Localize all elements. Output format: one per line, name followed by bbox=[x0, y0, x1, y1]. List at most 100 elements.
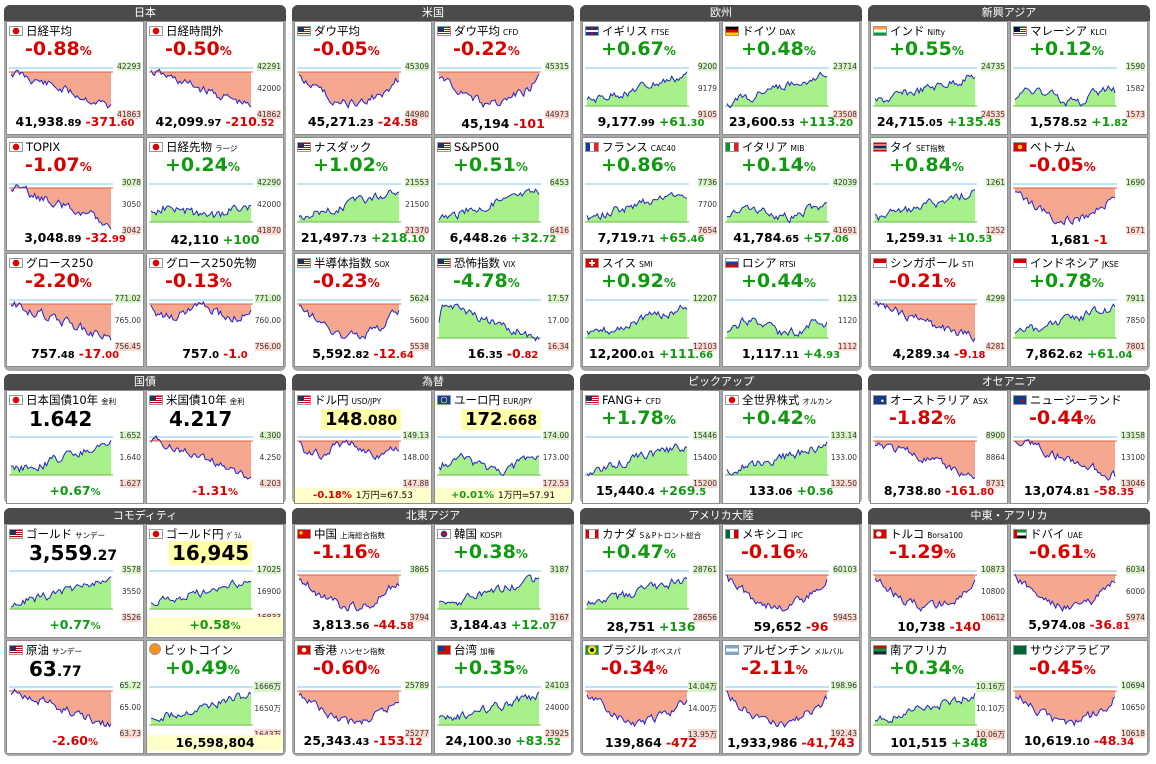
market-tile[interactable]: ダウ平均 CFD -0.22% 45315 44973 45,194 -101 bbox=[434, 21, 572, 135]
market-tile[interactable]: 原油 サンデー 63.77 65.72 65.00 63.73 -2.60% bbox=[6, 640, 144, 754]
market-tile[interactable]: 米国債10年 金利 4.217 4.300 4.250 4.203 -1.31% bbox=[146, 390, 284, 504]
instrument-label: S&P500 bbox=[454, 140, 500, 154]
instrument-name: フランス CAC40 bbox=[585, 140, 717, 154]
price-change: +57.06 bbox=[803, 230, 849, 245]
price-value: 45,271 bbox=[307, 114, 357, 129]
change-decimal: .58 bbox=[400, 118, 419, 129]
market-tile[interactable]: サウジアラビア -0.45% 10694 10650 10618 10,619.10 -48… bbox=[1010, 640, 1148, 754]
market-tile[interactable]: トルコ Borsa100 -1.29% 10873 10800 10612 10,738 -1… bbox=[870, 524, 1008, 638]
price-chart bbox=[297, 570, 401, 612]
instrument-name: 台湾 加権 bbox=[437, 643, 569, 657]
change-percent: +0.44% bbox=[741, 270, 816, 294]
percent-sign: % bbox=[663, 276, 676, 290]
market-tile[interactable]: インド Nifty +0.55% 24735 24535 24,715.05 +135.45 bbox=[870, 21, 1008, 135]
flag-icon bbox=[297, 529, 311, 539]
price-row: 1,259.31 +10.53 bbox=[871, 230, 1007, 248]
market-tile[interactable]: 南アフリカ +0.34% 10.16万 10.10万 10.06万 101,515 +348 bbox=[870, 640, 1008, 754]
market-tile[interactable]: フランス CAC40 +0.86% 7736 7700 7654 7,719.71 +65.4… bbox=[582, 137, 720, 251]
market-tile[interactable]: 中国 上海総合指数 -1.16% 3865 3794 3,813.56 -44.58 bbox=[294, 524, 432, 638]
market-tile[interactable]: ドル円 USD/JPY 148.080 149.13 148.00 147.88 -0.18… bbox=[294, 390, 432, 504]
instrument-name: 中国 上海総合指数 bbox=[297, 527, 429, 541]
instrument-label: マレーシア bbox=[1030, 24, 1088, 38]
market-tile[interactable]: ビットコイン+0.49% 1666万 1650万 1643万16,598,804 bbox=[146, 640, 284, 754]
price-chart bbox=[297, 436, 401, 461]
price-value: 15,440 bbox=[595, 483, 645, 498]
flag-icon bbox=[585, 258, 599, 268]
instrument-name: ベトナム bbox=[1013, 140, 1145, 154]
price-row: 16,598,804 bbox=[147, 735, 283, 751]
market-tile[interactable]: スイス SMI +0.92% 12207 12103 12,200.01 +111.66 bbox=[582, 253, 720, 367]
change-decimal: .00 bbox=[101, 350, 120, 361]
axis-tick-hi: 3078 bbox=[121, 178, 141, 187]
market-tile[interactable]: 日経時間外 -0.50% 42291 42000 41862 42,099.97 -210.… bbox=[146, 21, 284, 135]
market-tile[interactable]: インドネシア JKSE +0.78% 7911 7850 7801 7,862.62 +61.… bbox=[1010, 253, 1148, 367]
market-tile[interactable]: 恐怖指数 VIX -4.78% 17.57 17.00 16.34 16.35 -0.82 bbox=[434, 253, 572, 367]
market-tile[interactable]: オーストラリア ASX -1.82% 8900 8864 8731 8,738.80 -161… bbox=[870, 390, 1008, 504]
market-tile[interactable]: ゴールド サンデー 3,559.27 3578 3550 3526 +0.77% bbox=[6, 524, 144, 638]
price-chart bbox=[585, 436, 689, 477]
percent-value: +0.78 bbox=[1029, 270, 1092, 292]
market-tile[interactable]: シンガポール STI -0.21% 4299 4281 4,289.34 -9.18 bbox=[870, 253, 1008, 367]
market-tile[interactable]: ニュージーランド -0.44% 13158 13100 13046 13,074.81 -5… bbox=[1010, 390, 1148, 504]
market-tile[interactable]: 韓国 KOSPI +0.38% 3187 3167 3,184.43 +12.07 bbox=[434, 524, 572, 638]
market-tile[interactable]: イギリス FTSE +0.67% 9200 9179 9105 9,177.99 +61.30 bbox=[582, 21, 720, 135]
axis-tick-lo: 7654 bbox=[697, 226, 717, 235]
percent-sign: % bbox=[375, 160, 388, 174]
market-tile[interactable]: 日経先物 ラージ +0.24% 42290 42000 41870 42,110 +100 bbox=[146, 137, 284, 251]
market-tile[interactable]: 香港 ハンセン指数 -0.60% 25789 25277 25,343.43 -153.12 bbox=[294, 640, 432, 754]
market-tile[interactable]: アルゼンチン メルバル -2.11% 198.96 192.43 1,933,986 -41… bbox=[722, 640, 860, 754]
change-value: +269 bbox=[658, 483, 696, 498]
axis-tick-mid: 6000 bbox=[1125, 587, 1145, 596]
market-tile[interactable]: ベトナム -0.05% 1690 1671 1,681 -1 bbox=[1010, 137, 1148, 251]
percent-sign: % bbox=[803, 276, 816, 290]
axis-tick-lo: 8731 bbox=[985, 479, 1005, 488]
chart-area bbox=[439, 691, 539, 725]
instrument-name: トルコ Borsa100 bbox=[873, 527, 1005, 541]
market-tile[interactable]: ナスダック +1.02% 21553 21500 21370 21,497.73 +218.… bbox=[294, 137, 432, 251]
percent-value: -0.60 bbox=[313, 657, 368, 679]
instrument-label: 日経平均 bbox=[26, 24, 72, 38]
price-decimal: .81 bbox=[1072, 487, 1090, 498]
percent-sign: % bbox=[803, 160, 816, 174]
market-tile[interactable]: S&P500 +0.51% 6453 6416 6,448.26 +32.72 bbox=[434, 137, 572, 251]
change-value: +218 bbox=[370, 230, 408, 245]
market-tile[interactable]: ユーロ円 EUR/JPY 172.668 174.00 173.00 172.53 +0.0… bbox=[434, 390, 572, 504]
market-tile[interactable]: ダウ平均 -0.05% 45309 44980 45,271.23 -24.58 bbox=[294, 21, 432, 135]
change-value: -0 bbox=[506, 346, 521, 361]
market-tile[interactable]: イタリア MIB +0.14% 42039 41691 41,784.65 +57.06 bbox=[722, 137, 860, 251]
instrument-name: 日経時間外 bbox=[149, 24, 281, 38]
market-tile[interactable]: タイ SET指数 +0.84% 1261 1252 1,259.31 +10.53 bbox=[870, 137, 1008, 251]
change-percent: -0.44% bbox=[1029, 407, 1096, 431]
price-line bbox=[150, 691, 252, 723]
market-tile[interactable]: カナダ S＆Pトロント総合 +0.47% 28761 28656 28,751 +136 bbox=[582, 524, 720, 638]
price-chart bbox=[873, 436, 977, 480]
market-tile[interactable]: マレーシア KLCI +0.12% 1590 1582 1573 1,578.52 +1.82 bbox=[1010, 21, 1148, 135]
price-row: 5,974.08 -36.81 bbox=[1011, 617, 1147, 635]
market-tile[interactable]: ブラジル ボベスパ -0.34% 14.04万 14.00万 13.95万 139,864-… bbox=[582, 640, 720, 754]
market-tile[interactable]: メキシコ IPC -0.16% 60103 59453 59,652 -96 bbox=[722, 524, 860, 638]
market-tile[interactable]: FANG+ CFD +1.78% 15446 15400 15200 15,440.4 +26… bbox=[582, 390, 720, 504]
axis-tick-lo: 63.73 bbox=[119, 729, 141, 738]
axis-tick-lo: 1573 bbox=[1125, 110, 1145, 119]
market-tile[interactable]: 日経平均 -0.88% 42293 41863 41,938.89 -371.60 bbox=[6, 21, 144, 135]
market-tile[interactable]: TOPIX -1.07% 3078 3050 3042 3,048.89 -32.99 bbox=[6, 137, 144, 251]
market-tile[interactable]: 全世界株式 オルカン +0.42% 133.14 133.00 132.50 133.06 +… bbox=[722, 390, 860, 504]
market-tile[interactable]: ロシア RTSI +0.44% 1123 1120 1112 1,117.11 +4.93 bbox=[722, 253, 860, 367]
axis-tick-lo: 41863 bbox=[117, 110, 141, 119]
market-tile[interactable]: ドイツ DAX +0.48% 23714 23508 23,600.53 +113.20 bbox=[722, 21, 860, 135]
market-tile[interactable]: グロース250 -2.20% 771.02 765.00 756.45 757.48 -17… bbox=[6, 253, 144, 367]
market-tile[interactable]: グロース250先物 -0.13% 771.00 760.00 756.00 757.0 -1… bbox=[146, 253, 284, 367]
instrument-label: 中国 bbox=[314, 527, 337, 541]
axis-tick-hi: 149.13 bbox=[402, 431, 429, 440]
chart-area bbox=[439, 304, 539, 341]
percent-value: -0.88 bbox=[25, 38, 80, 60]
market-tile[interactable]: ドバイ UAE -0.61% 6034 6000 5974 5,974.08 -36.81 bbox=[1010, 524, 1148, 638]
flag-icon bbox=[297, 395, 311, 405]
market-tile[interactable]: 台湾 加権 +0.35% 24103 24000 23925 24,100.30 +83.52 bbox=[434, 640, 572, 754]
chart-area bbox=[151, 692, 251, 725]
market-tile[interactable]: 半導体指数 SOX -0.23% 5624 5600 5538 5,592.82 -12.64 bbox=[294, 253, 432, 367]
market-tile[interactable]: 日本国債10年 金利 1.642 1.652 1.640 1.627 +0.67% bbox=[6, 390, 144, 504]
price-change: -472 bbox=[666, 735, 697, 750]
group-title: 為替 bbox=[292, 374, 574, 390]
